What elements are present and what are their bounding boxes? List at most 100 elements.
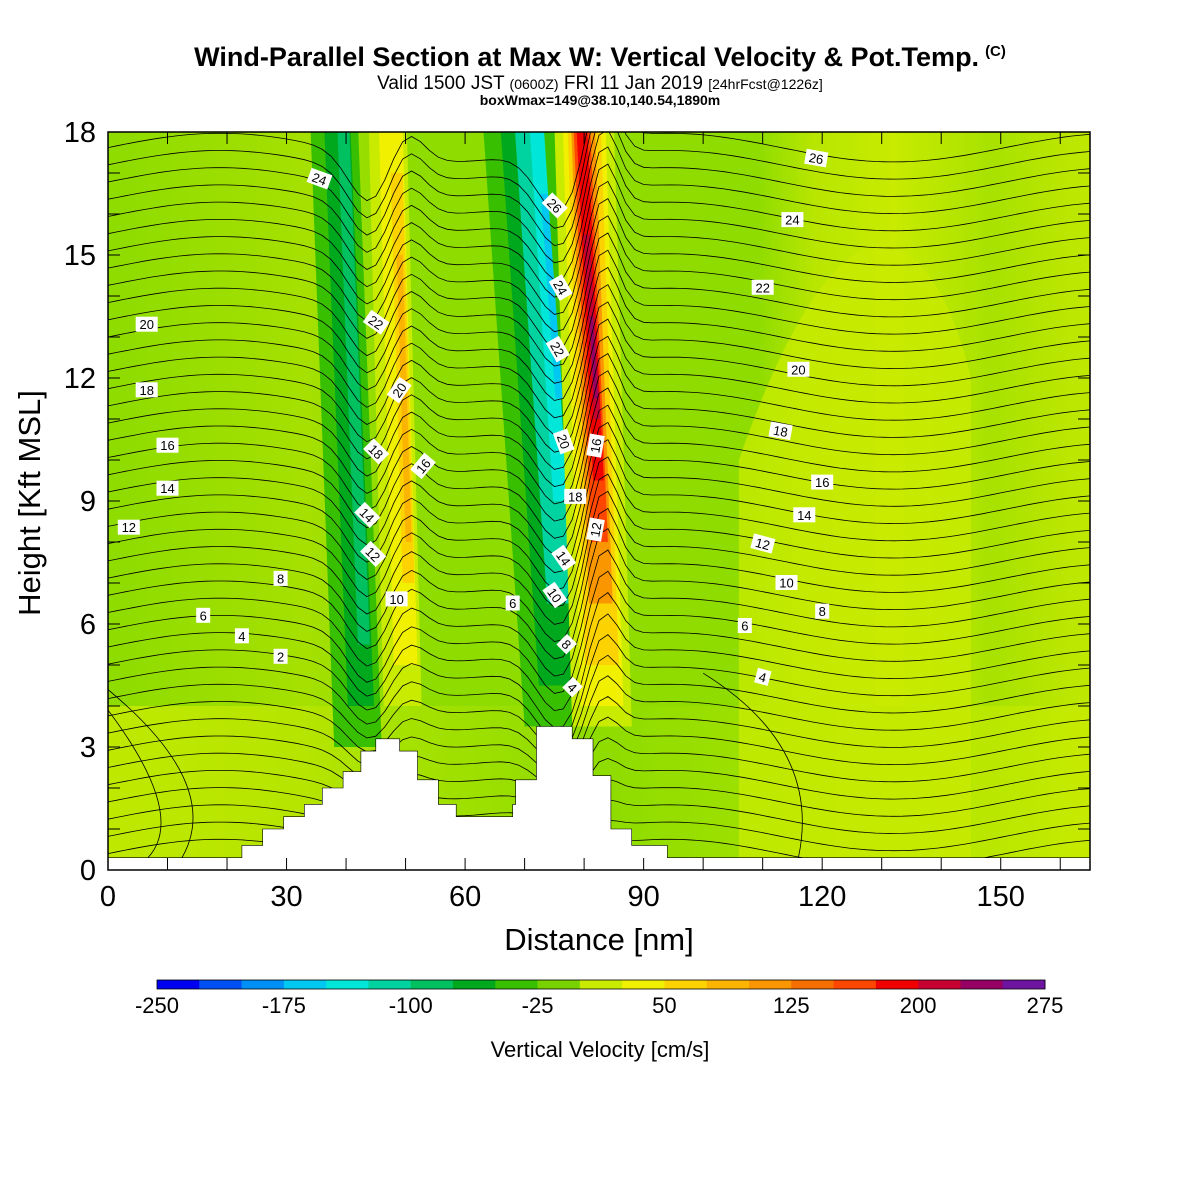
colorbar-tick-label: 50: [652, 993, 676, 1018]
colorbar-tick-label: 125: [773, 993, 810, 1018]
contour-label: 14: [793, 507, 816, 523]
y-tick-label: 6: [80, 609, 96, 641]
x-tick-label: 0: [100, 881, 116, 913]
contour-label: 10: [542, 581, 568, 609]
contour-label-bg: [362, 309, 390, 335]
contour-label: 18: [564, 488, 587, 504]
contour-label: 6: [505, 595, 520, 611]
contour-label: 22: [751, 279, 774, 295]
mid-downdraft-inner: [529, 132, 568, 501]
valid-date: FRI 11 Jan 2019: [563, 73, 703, 94]
contour-label-bg: [781, 212, 804, 228]
theta-contour-line: [108, 163, 1090, 298]
theta-contour-line: [108, 215, 1090, 350]
x-tick-labels: 0 30 60 90 120 150: [100, 881, 1025, 913]
colorbar-swatch: [706, 980, 750, 989]
contour-label: 10: [775, 575, 798, 591]
contour-label: 26: [804, 148, 829, 168]
colorbar-swatch: [368, 980, 412, 989]
contour-label: 14: [354, 501, 381, 529]
contour-label: 4: [234, 628, 249, 644]
contour-label: 14: [156, 480, 179, 496]
contour-label-bg: [363, 438, 390, 465]
contour-label-bg: [117, 519, 140, 535]
colorbar: [156, 979, 1046, 990]
contour-label-bg: [196, 607, 211, 623]
colorbar-swatch: [918, 980, 961, 989]
contour-label: 24: [781, 212, 804, 228]
colorbar-swatch: [410, 980, 454, 989]
colorbar-swatch: [1002, 980, 1046, 989]
contour-label: 12: [586, 517, 605, 542]
y-tick-label: 15: [64, 240, 96, 272]
x-tick-label: 60: [449, 881, 481, 913]
contour-label: 12: [117, 519, 140, 535]
theta-contour-line: [108, 456, 1090, 591]
colorbar-swatch: [326, 980, 369, 989]
theta-contour-line: [108, 613, 1090, 729]
contour-label: 8: [815, 603, 830, 619]
theta-contour-line: [108, 592, 1090, 712]
contour-label: 2: [273, 648, 288, 664]
contour-label-text: 12: [754, 535, 772, 553]
contour-label: 20: [386, 376, 412, 404]
colorbar-swatch: [537, 980, 581, 989]
contour-label-bg: [135, 316, 158, 332]
contour-label: 12: [360, 540, 387, 568]
y-tick-label: 12: [64, 363, 96, 395]
x-tick-label: 90: [628, 881, 660, 913]
contour-label-bg: [811, 474, 834, 490]
contour-label: 6: [196, 607, 211, 623]
contour-label-bg: [545, 335, 570, 363]
contour-label: 16: [156, 437, 179, 453]
x-tick-label: 30: [270, 881, 302, 913]
contour-label-bg: [787, 361, 810, 377]
colorbar-frame: [156, 979, 1046, 990]
contour-label: 18: [135, 382, 158, 398]
y-tick-label: 0: [80, 855, 96, 887]
contour-label-bg: [775, 575, 798, 590]
contour-label: 20: [552, 428, 575, 455]
colorbar-swatch: [241, 980, 285, 989]
contour-label-text: 8: [277, 571, 284, 586]
colorbar-tick-label: 275: [1027, 993, 1064, 1018]
y-axis-label: Height [Kft MSL]: [12, 390, 47, 616]
contour-label-bg: [273, 648, 288, 664]
colorbar-swatch: [791, 980, 835, 989]
forecast-info: [24hrFcst@1226z]: [708, 76, 823, 92]
contour-label-text: 4: [757, 669, 768, 685]
contour-label-bg: [793, 507, 816, 523]
contour-label: 10: [385, 591, 408, 607]
contour-label-bg: [156, 437, 179, 453]
theta-contour-line: [108, 132, 1090, 247]
theta-contour-line: [108, 387, 1090, 522]
contour-label-text: 14: [797, 508, 811, 523]
theta-contour-line: [108, 318, 1090, 453]
contour-label-bg: [804, 148, 829, 168]
contour-label-text: 16: [815, 475, 829, 490]
theta-contour-line: [108, 301, 1090, 436]
contour-label-bg: [273, 570, 288, 586]
contour-label: 20: [135, 316, 158, 332]
theta-contour-line: [108, 180, 1090, 315]
contour-label-bg: [548, 274, 573, 301]
contour-label: 14: [551, 544, 577, 572]
contour-label-text: 14: [160, 481, 174, 496]
contour-label-text: 10: [544, 585, 565, 605]
contour-label-bg: [505, 595, 520, 611]
contour-label-bg: [815, 603, 830, 619]
theta-contour-line: [108, 654, 1090, 753]
terrain: [108, 726, 1090, 870]
contour-label: 4: [562, 676, 583, 698]
x-tick-label: 120: [798, 881, 846, 913]
theta-contour-line: [108, 198, 1090, 333]
contour-label-text: 2: [277, 649, 284, 664]
y-tick-label: 18: [64, 117, 96, 149]
contour-label-bg: [354, 501, 381, 529]
contour-label-bg: [410, 452, 436, 480]
contour-label-bg: [768, 421, 793, 441]
contour-label-text: 14: [553, 548, 574, 568]
contour-label-text: 12: [587, 521, 604, 538]
valid-zulu: (0600Z): [509, 76, 559, 92]
